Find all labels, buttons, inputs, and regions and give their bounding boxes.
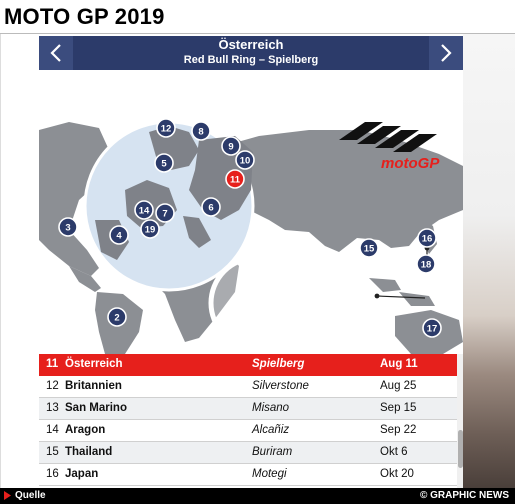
race-row[interactable]: 14 Aragon Alcañiz Sep 22 bbox=[39, 420, 457, 442]
race-marker-17[interactable]: 17 bbox=[422, 318, 442, 338]
race-name: San Marino bbox=[65, 402, 127, 414]
race-marker-8[interactable]: 8 bbox=[191, 121, 211, 141]
race-marker-16[interactable]: 16 bbox=[417, 228, 437, 248]
page-title: MOTO GP 2019 bbox=[4, 4, 165, 29]
play-icon bbox=[244, 281, 280, 325]
race-number: 14 bbox=[46, 424, 59, 436]
race-number: 12 bbox=[46, 380, 59, 392]
race-marker-14[interactable]: 14 bbox=[134, 200, 154, 220]
race-marker-11[interactable]: 11 bbox=[225, 169, 245, 189]
race-date: Sep 15 bbox=[380, 402, 417, 414]
svg-text:9: 9 bbox=[228, 142, 233, 153]
svg-text:18: 18 bbox=[421, 260, 432, 271]
svg-text:17: 17 bbox=[427, 324, 438, 335]
race-marker-9[interactable]: 9 bbox=[221, 136, 241, 156]
race-date: Aug 25 bbox=[380, 380, 417, 392]
race-list: 11 Österreich Spielberg Aug 11 12 Britannien S… bbox=[39, 354, 457, 488]
race-marker-15[interactable]: 15 bbox=[359, 238, 379, 258]
race-marker-18[interactable]: 18 bbox=[416, 254, 436, 274]
race-marker-10[interactable]: 10 bbox=[235, 150, 255, 170]
race-country-title: Österreich bbox=[218, 37, 284, 52]
race-number: 13 bbox=[46, 402, 59, 414]
race-date: Okt 6 bbox=[380, 446, 408, 458]
race-circuit: Alcañiz bbox=[252, 424, 290, 436]
race-circuit: Buriram bbox=[252, 446, 293, 458]
chevron-left-icon bbox=[50, 44, 61, 62]
race-calendar-widget: Österreich Red Bull Ring – Spielberg bbox=[39, 36, 463, 488]
svg-text:16: 16 bbox=[422, 234, 433, 245]
scrollbar-thumb[interactable] bbox=[458, 430, 463, 468]
svg-text:11: 11 bbox=[230, 175, 241, 186]
race-marker-12[interactable]: 12 bbox=[156, 118, 176, 138]
race-date: Okt 20 bbox=[380, 468, 414, 480]
marker-pin-dot bbox=[374, 293, 380, 299]
race-name: Britannien bbox=[65, 380, 122, 392]
race-marker-2[interactable]: 2 bbox=[107, 307, 127, 327]
svg-text:2: 2 bbox=[114, 313, 119, 324]
title-divider bbox=[0, 33, 515, 34]
race-list-scrollbar[interactable] bbox=[457, 354, 463, 488]
triangle-right-icon bbox=[4, 491, 11, 500]
svg-text:motoGP: motoGP bbox=[381, 155, 440, 172]
motogp-logo: motoGP bbox=[339, 122, 440, 172]
next-race-button[interactable] bbox=[429, 36, 463, 70]
race-number: 16 bbox=[46, 468, 59, 480]
race-circuit-subtitle: Red Bull Ring – Spielberg bbox=[183, 54, 319, 66]
race-date: Aug 11 bbox=[380, 358, 418, 370]
race-marker-3[interactable]: 3 bbox=[58, 217, 78, 237]
race-circuit: Motegi bbox=[252, 468, 287, 480]
background-photo bbox=[463, 34, 515, 488]
svg-text:6: 6 bbox=[208, 203, 213, 214]
race-marker-5[interactable]: 5 bbox=[154, 153, 174, 173]
svg-text:4: 4 bbox=[116, 231, 122, 242]
race-circuit: Spielberg bbox=[252, 358, 305, 370]
chevron-right-icon bbox=[441, 44, 452, 62]
source-label: Quelle bbox=[15, 490, 46, 501]
race-marker-4[interactable]: 4 bbox=[109, 225, 129, 245]
race-circuit: Silverstone bbox=[252, 380, 309, 392]
race-header: Österreich Red Bull Ring – Spielberg bbox=[39, 36, 463, 70]
race-name: Thailand bbox=[65, 446, 113, 458]
footer-bar: Quelle © GRAPHIC NEWS bbox=[0, 488, 515, 504]
race-date: Sep 22 bbox=[380, 424, 417, 436]
race-row[interactable]: 16 Japan Motegi Okt 20 bbox=[39, 464, 457, 486]
svg-text:15: 15 bbox=[364, 244, 375, 255]
race-circuit: Misano bbox=[252, 402, 290, 414]
race-row[interactable]: 15 Thailand Buriram Okt 6 bbox=[39, 442, 457, 464]
world-map: 2 3 4 5 6 7 8 9 10 11 12 14 15 16 17 18 19 motoGP bbox=[39, 70, 463, 354]
svg-text:12: 12 bbox=[161, 124, 172, 135]
race-markers: 2 3 4 5 6 7 8 9 10 11 12 14 15 16 17 18 19 bbox=[58, 118, 442, 338]
race-row[interactable]: 12 Britannien Silverstone Aug 25 bbox=[39, 376, 457, 398]
svg-text:7: 7 bbox=[162, 209, 167, 220]
source-link[interactable]: Quelle bbox=[4, 490, 46, 501]
race-marker-7[interactable]: 7 bbox=[155, 203, 175, 223]
svg-text:10: 10 bbox=[240, 156, 251, 167]
race-row[interactable]: 13 San Marino Misano Sep 15 bbox=[39, 398, 457, 420]
race-name: Japan bbox=[65, 468, 99, 480]
race-name: Aragon bbox=[65, 424, 106, 436]
play-video-button[interactable] bbox=[207, 254, 305, 352]
svg-text:5: 5 bbox=[161, 159, 167, 170]
svg-text:8: 8 bbox=[198, 127, 203, 138]
svg-text:14: 14 bbox=[139, 206, 150, 217]
race-marker-6[interactable]: 6 bbox=[201, 197, 221, 217]
left-border bbox=[0, 34, 1, 488]
race-number: 15 bbox=[46, 446, 59, 458]
credit-text: © GRAPHIC NEWS bbox=[419, 490, 509, 501]
race-marker-19[interactable]: 19 bbox=[140, 219, 160, 239]
previous-race-button[interactable] bbox=[39, 36, 73, 70]
race-name: Österreich bbox=[65, 358, 123, 370]
race-number: 11 bbox=[46, 358, 59, 370]
svg-text:19: 19 bbox=[145, 225, 156, 236]
race-row[interactable]: 11 Österreich Spielberg Aug 11 bbox=[39, 354, 457, 376]
svg-text:3: 3 bbox=[65, 223, 70, 234]
